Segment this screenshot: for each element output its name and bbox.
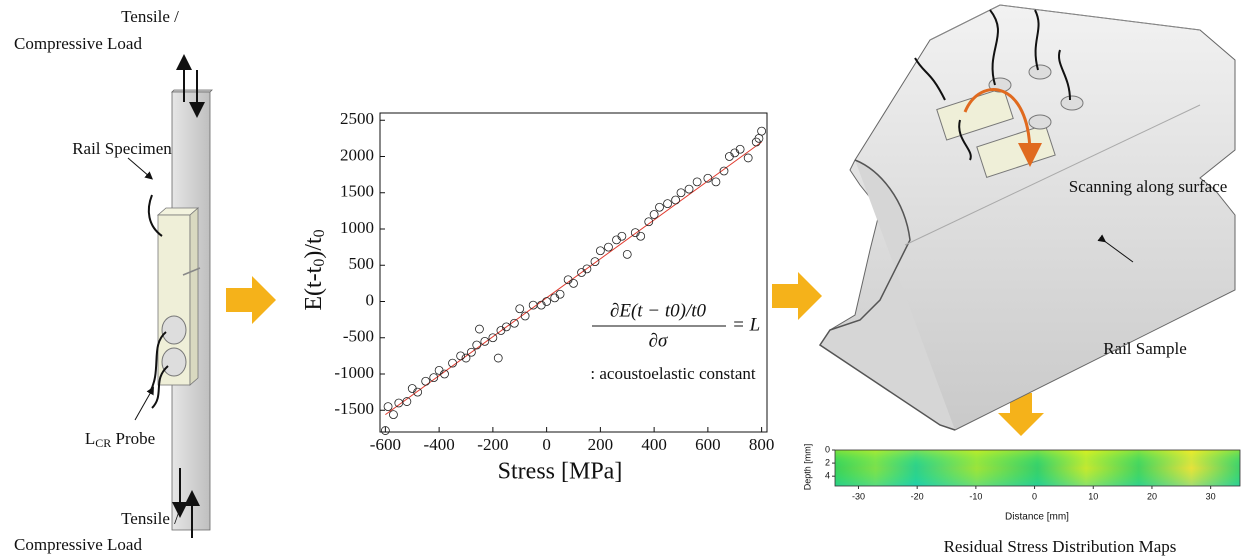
x-tick-label: 400: [641, 435, 667, 454]
data-point: [736, 145, 744, 153]
data-point: [685, 185, 693, 193]
data-point: [672, 196, 680, 204]
equation-rhs: = L: [732, 314, 760, 335]
probe-label: LCR Probe: [85, 429, 155, 450]
stress-map: -30 -20 -10 0 10 20 30 0 2 4: [825, 444, 1240, 501]
map-x-tick-label: 10: [1088, 491, 1098, 501]
bottom-load-label: Compressive Load: [14, 535, 142, 554]
data-point: [494, 354, 502, 362]
y-axis-label: E(t-t0)/t0: [301, 229, 328, 310]
map-frame: [835, 450, 1240, 486]
x-axis-label: Stress [MPa]: [498, 459, 623, 485]
data-point: [422, 377, 430, 385]
data-point: [435, 366, 443, 374]
plot-frame: [380, 113, 767, 432]
data-point: [712, 178, 720, 186]
map-y-tick-label: 4: [825, 471, 830, 481]
x-tick-label: 600: [695, 435, 721, 454]
data-point: [543, 298, 551, 306]
map-x-label: Distance [mm]: [1005, 512, 1069, 523]
data-point: [481, 337, 489, 345]
sample-label: Rail Sample: [1103, 339, 1187, 358]
y-tick-label: -1500: [334, 399, 374, 418]
map-x-tick-label: -20: [911, 491, 924, 501]
specimen-label: Rail Specimen: [72, 139, 172, 158]
y-tick-label: 1000: [340, 218, 374, 237]
data-point: [623, 250, 631, 258]
data-point: [596, 247, 604, 255]
data-point: [664, 200, 672, 208]
data-point: [551, 294, 559, 302]
scan-label: Scanning along surface: [1069, 177, 1228, 196]
top-load-label: Compressive Load: [14, 34, 142, 53]
data-point: [570, 279, 578, 287]
data-point: [414, 388, 422, 396]
x-tick-label: -400: [424, 435, 455, 454]
y-tick-label: 2500: [340, 109, 374, 128]
equation-denominator: ∂σ: [649, 330, 668, 351]
map-x-tick-label: 20: [1147, 491, 1157, 501]
map-y-tick-label: 0: [825, 444, 830, 454]
y-tick-label: 0: [366, 290, 375, 309]
y-tick-label: -500: [343, 327, 374, 346]
map-x-tick-label: -10: [969, 491, 982, 501]
specimen-drawing: [128, 62, 212, 538]
rail-drawing: [820, 5, 1235, 430]
data-point: [725, 153, 733, 161]
y-tick-label: 500: [349, 254, 375, 273]
y-tick-label: 1500: [340, 182, 374, 201]
map-y-tick-label: 2: [825, 457, 830, 467]
map-title: Residual Stress Distribution Maps: [944, 537, 1177, 556]
data-point: [758, 127, 766, 135]
map-x-tick-label: -30: [852, 491, 865, 501]
map-x-tick-label: 30: [1206, 491, 1216, 501]
data-point: [408, 385, 416, 393]
data-point: [457, 352, 465, 360]
data-point: [656, 203, 664, 211]
x-tick-label: 200: [588, 435, 614, 454]
data-point: [516, 305, 524, 313]
data-point: [389, 411, 397, 419]
top-load-label: Tensile /: [121, 7, 179, 26]
constant-note: : acoustoelastic constant: [590, 364, 756, 383]
x-tick-label: 0: [542, 435, 551, 454]
data-point: [475, 325, 483, 333]
scatter-chart: -600 -400 -200 0 200 400 600 800 -1500 -1000 -500 0…: [334, 109, 774, 454]
y-tick-label: 2000: [340, 145, 374, 164]
bottom-load-label: Tensile /: [121, 509, 179, 528]
x-tick-label: 800: [749, 435, 775, 454]
data-point: [618, 232, 626, 240]
flow-arrow: [226, 276, 276, 324]
data-point: [677, 189, 685, 197]
data-point: [650, 211, 658, 219]
data-point: [637, 232, 645, 240]
data-point: [591, 258, 599, 266]
data-point: [613, 236, 621, 244]
equation-numerator: ∂E(t − t0)/t0: [610, 300, 707, 321]
data-point: [556, 290, 564, 298]
flow-arrow: [772, 272, 822, 320]
data-point: [631, 229, 639, 237]
data-point: [731, 149, 739, 157]
map-y-label: Depth [mm]: [802, 444, 812, 491]
data-point: [489, 334, 497, 342]
data-point: [604, 243, 612, 251]
x-tick-label: -600: [370, 435, 401, 454]
data-point: [537, 301, 545, 309]
x-tick-label: -200: [477, 435, 508, 454]
data-point: [693, 178, 701, 186]
data-point: [384, 403, 392, 411]
data-point: [744, 154, 752, 162]
y-tick-label: -1000: [334, 363, 374, 382]
figure: Tensile / Compressive Load Rail Specimen…: [0, 0, 1249, 558]
map-x-tick-label: 0: [1032, 491, 1037, 501]
